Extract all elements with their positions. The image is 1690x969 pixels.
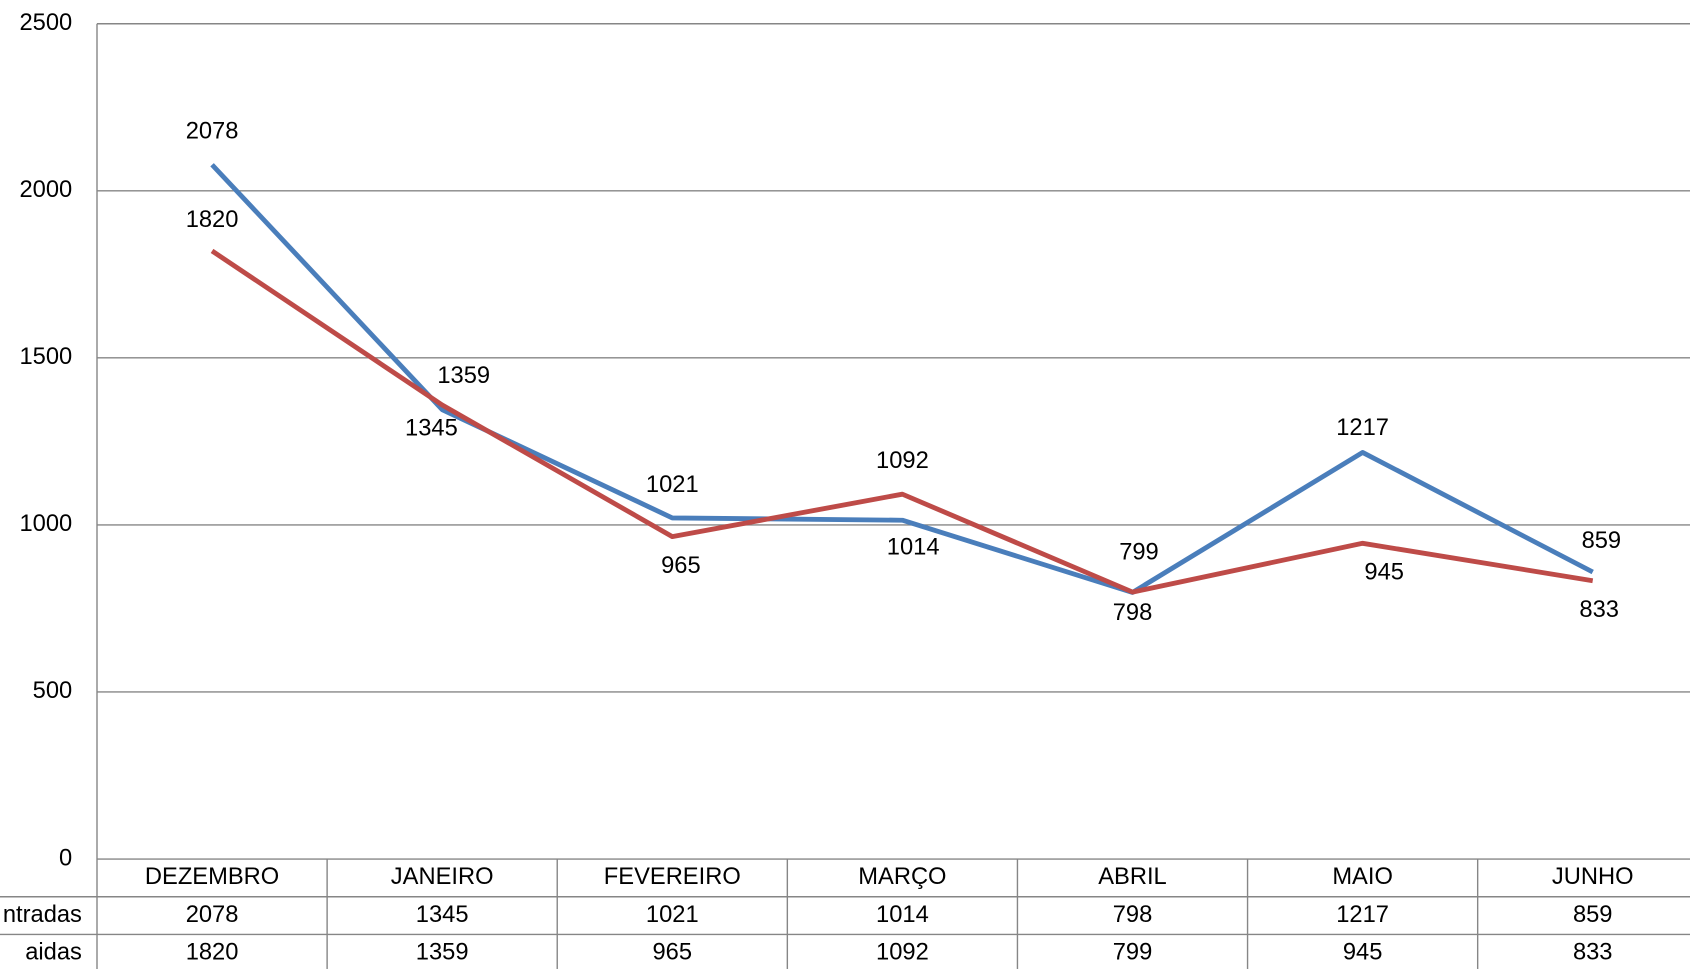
data-label: 859 — [1582, 528, 1622, 554]
data-label: 2078 — [186, 119, 239, 145]
data-label: 1092 — [876, 448, 929, 474]
table-value: 859 — [1573, 902, 1613, 928]
data-label: 799 — [1119, 540, 1159, 566]
legend-label: aidas — [25, 940, 82, 966]
y-tick-label: 1000 — [19, 511, 72, 537]
data-label: 1217 — [1336, 415, 1389, 441]
x-tick-label: JANEIRO — [391, 864, 494, 890]
x-tick-label: MARÇO — [858, 864, 946, 890]
data-label: 833 — [1579, 597, 1619, 623]
table-value: 798 — [1113, 902, 1153, 928]
y-tick-label: 500 — [33, 678, 73, 704]
data-label: 1359 — [437, 363, 490, 389]
data-label: 965 — [661, 553, 701, 579]
table-value: 799 — [1113, 940, 1153, 966]
data-label: 1820 — [186, 207, 239, 233]
table-value: 1092 — [876, 940, 929, 966]
data-label: 1021 — [646, 472, 699, 498]
x-tick-label: MAIO — [1332, 864, 1393, 890]
data-label: 945 — [1364, 560, 1404, 586]
y-tick-label: 1500 — [19, 344, 72, 370]
legend-label: ntradas — [3, 902, 82, 928]
series-line — [210, 248, 1594, 595]
x-tick-label: FEVEREIRO — [604, 864, 741, 890]
table-value: 2078 — [186, 902, 239, 928]
data-label: 798 — [1113, 600, 1153, 626]
table-value: 1820 — [186, 940, 239, 966]
table-value: 833 — [1573, 940, 1613, 966]
table-value: 1359 — [416, 940, 469, 966]
table-value: 1014 — [876, 902, 929, 928]
data-label: 1345 — [405, 415, 458, 441]
y-tick-label: 2500 — [19, 10, 72, 36]
x-tick-label: ABRIL — [1098, 864, 1167, 890]
series-line — [210, 163, 1594, 595]
x-tick-label: DEZEMBRO — [145, 864, 279, 890]
table-value: 1345 — [416, 902, 469, 928]
table-value: 945 — [1343, 940, 1383, 966]
y-tick-label: 0 — [59, 845, 72, 871]
x-tick-label: JUNHO — [1552, 864, 1634, 890]
table-value: 1021 — [646, 902, 699, 928]
y-tick-label: 2000 — [19, 177, 72, 203]
data-label: 1014 — [887, 535, 940, 561]
table-value: 1217 — [1336, 902, 1389, 928]
table-value: 965 — [653, 940, 693, 966]
